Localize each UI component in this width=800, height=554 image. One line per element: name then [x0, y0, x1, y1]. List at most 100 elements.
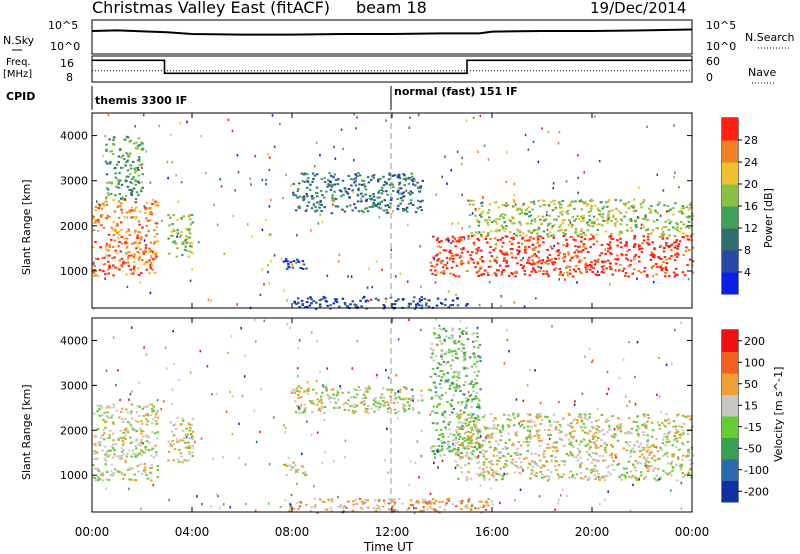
- heatmap-cell: [296, 389, 299, 392]
- heatmap-cell: [332, 388, 335, 391]
- heatmap-cell: [584, 234, 588, 237]
- scatter-cell: [324, 451, 327, 454]
- heatmap-cell: [576, 421, 579, 424]
- heatmap-cell: [613, 433, 617, 436]
- heatmap-cell: [636, 440, 639, 443]
- heatmap-cell: [420, 298, 423, 301]
- heatmap-cell: [92, 262, 95, 265]
- heatmap-cell: [303, 180, 307, 183]
- heatmap-cell: [434, 499, 438, 502]
- heatmap-cell: [691, 271, 695, 274]
- scatter-cell: [215, 393, 218, 396]
- heatmap-cell: [330, 388, 333, 391]
- heatmap-cell: [461, 456, 464, 459]
- heatmap-cell: [637, 245, 641, 248]
- heatmap-cell: [496, 424, 500, 427]
- heatmap-cell: [608, 265, 612, 268]
- heatmap-cell: [449, 403, 452, 406]
- heatmap-cell: [315, 195, 319, 198]
- heatmap-cell: [634, 219, 637, 222]
- heatmap-cell: [392, 401, 396, 404]
- heatmap-cell: [151, 257, 154, 260]
- heatmap-cell: [486, 221, 489, 224]
- scatter-cell: [636, 216, 639, 219]
- heatmap-cell: [367, 506, 370, 509]
- heatmap-cell: [650, 444, 654, 447]
- heatmap-cell: [600, 252, 603, 255]
- heatmap-cell: [628, 440, 632, 443]
- heatmap-cell: [114, 185, 118, 188]
- heatmap-cell: [174, 423, 177, 426]
- scatter-cell: [117, 244, 120, 248]
- heatmap-cell: [149, 414, 153, 417]
- heatmap-cell: [538, 440, 541, 443]
- heatmap-cell: [642, 448, 645, 451]
- heatmap-cell: [580, 440, 583, 443]
- heatmap-cell: [528, 262, 531, 265]
- heatmap-cell: [94, 467, 97, 470]
- heatmap-cell: [321, 194, 324, 197]
- heatmap-cell: [375, 205, 378, 208]
- heatmap-cell: [480, 500, 483, 503]
- heatmap-cell: [96, 404, 99, 407]
- heatmap-cell: [535, 475, 538, 478]
- heatmap-cell: [288, 502, 292, 505]
- heatmap-cell: [587, 211, 591, 214]
- heatmap-cell: [454, 254, 457, 257]
- heatmap-cell: [330, 509, 333, 512]
- heatmap-cell: [122, 260, 125, 263]
- heatmap-cell: [685, 206, 689, 208]
- heatmap-cell: [648, 452, 652, 454]
- heatmap-cell: [600, 477, 603, 480]
- heatmap-cell: [409, 202, 413, 205]
- velocity-colorbar-tick-label: -200: [744, 485, 769, 498]
- heatmap-cell: [92, 275, 96, 277]
- heatmap-cell: [665, 258, 668, 261]
- heatmap-cell: [619, 428, 622, 431]
- heatmap-cell: [126, 429, 129, 432]
- scatter-cell: [241, 394, 244, 398]
- heatmap-cell: [399, 398, 402, 401]
- heatmap-cell: [188, 228, 191, 231]
- heatmap-cell: [537, 199, 540, 202]
- heatmap-cell: [659, 244, 663, 247]
- heatmap-cell: [545, 259, 549, 262]
- heatmap-cell: [107, 405, 110, 408]
- heatmap-cell: [456, 375, 459, 378]
- heatmap-cell: [287, 265, 290, 268]
- heatmap-cell: [382, 505, 385, 508]
- heatmap-cell: [444, 249, 448, 252]
- scatter-cell: [92, 307, 95, 310]
- heatmap-cell: [515, 234, 518, 237]
- heatmap-cell: [467, 456, 470, 459]
- heatmap-cell: [536, 413, 539, 416]
- scatter-cell: [180, 181, 183, 184]
- heatmap-cell: [303, 197, 306, 200]
- heatmap-cell: [315, 301, 318, 304]
- heatmap-cell: [580, 236, 583, 238]
- heatmap-cell: [475, 391, 479, 394]
- heatmap-cell: [585, 467, 589, 470]
- power-colorbar-tick-label: 12: [744, 222, 758, 235]
- heatmap-cell: [574, 232, 577, 235]
- heatmap-cell: [681, 236, 685, 238]
- heatmap-cell: [453, 447, 456, 450]
- scatter-cell: [406, 280, 409, 283]
- heatmap-cell: [546, 249, 549, 251]
- scatter-cell: [232, 214, 234, 218]
- heatmap-cell: [679, 468, 683, 471]
- heatmap-cell: [648, 446, 652, 449]
- heatmap-cell: [487, 216, 491, 219]
- heatmap-cell: [152, 409, 156, 412]
- heatmap-cell: [688, 249, 691, 252]
- heatmap-cell: [137, 137, 141, 140]
- heatmap-cell: [607, 259, 610, 262]
- heatmap-cell: [118, 192, 121, 195]
- heatmap-cell: [411, 191, 414, 194]
- heatmap-cell: [120, 166, 123, 169]
- heatmap-region: [282, 257, 308, 270]
- scatter-cell: [546, 228, 549, 232]
- heatmap-cell: [542, 230, 546, 233]
- heatmap-cell: [465, 332, 468, 335]
- heatmap-cell: [460, 248, 463, 251]
